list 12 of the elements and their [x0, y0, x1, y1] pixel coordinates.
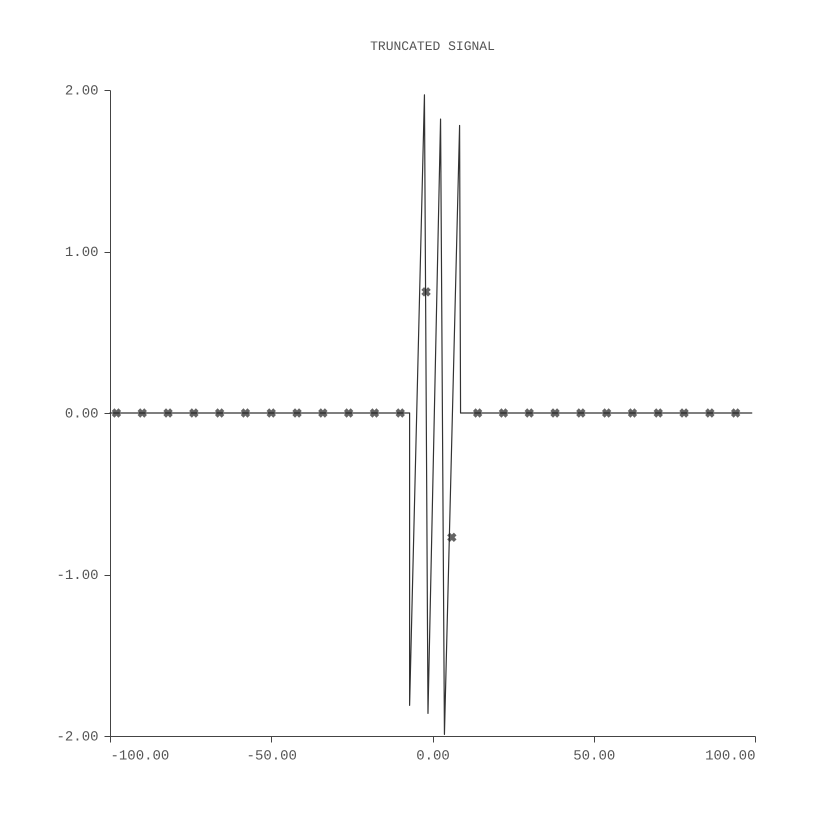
x-tick-label: -100.00	[110, 748, 170, 764]
x-tick-label: 50.00	[573, 748, 616, 764]
y-tick-label: 2.00	[64, 84, 98, 100]
chart-title: TRUNCATED SIGNAL	[370, 39, 495, 54]
x-tick-label: -50.00	[246, 748, 297, 764]
y-tick-label: -2.00	[56, 730, 98, 746]
x-tick-label: 100.00	[705, 748, 756, 764]
y-tick-label: 0.00	[64, 406, 98, 422]
y-tick-label: 1.00	[64, 245, 98, 261]
line-series	[109, 94, 752, 735]
x-tick-label: 0.00	[416, 748, 450, 764]
y-tick-label: -1.00	[56, 568, 98, 584]
